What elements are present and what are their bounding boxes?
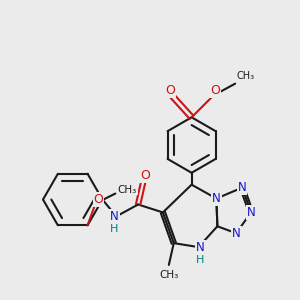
Text: N: N: [110, 210, 119, 223]
Text: O: O: [211, 84, 220, 97]
Text: O: O: [140, 169, 150, 182]
Text: CH₃: CH₃: [236, 71, 254, 81]
Text: N: N: [247, 206, 255, 219]
Text: CH₃: CH₃: [118, 184, 137, 195]
Text: H: H: [196, 255, 205, 265]
Text: O: O: [165, 84, 175, 97]
Text: N: N: [212, 192, 221, 205]
Text: N: N: [238, 181, 247, 194]
Text: N: N: [196, 241, 205, 254]
Text: O: O: [94, 193, 103, 206]
Text: CH₃: CH₃: [159, 270, 178, 280]
Text: N: N: [232, 227, 241, 240]
Text: H: H: [110, 224, 118, 234]
